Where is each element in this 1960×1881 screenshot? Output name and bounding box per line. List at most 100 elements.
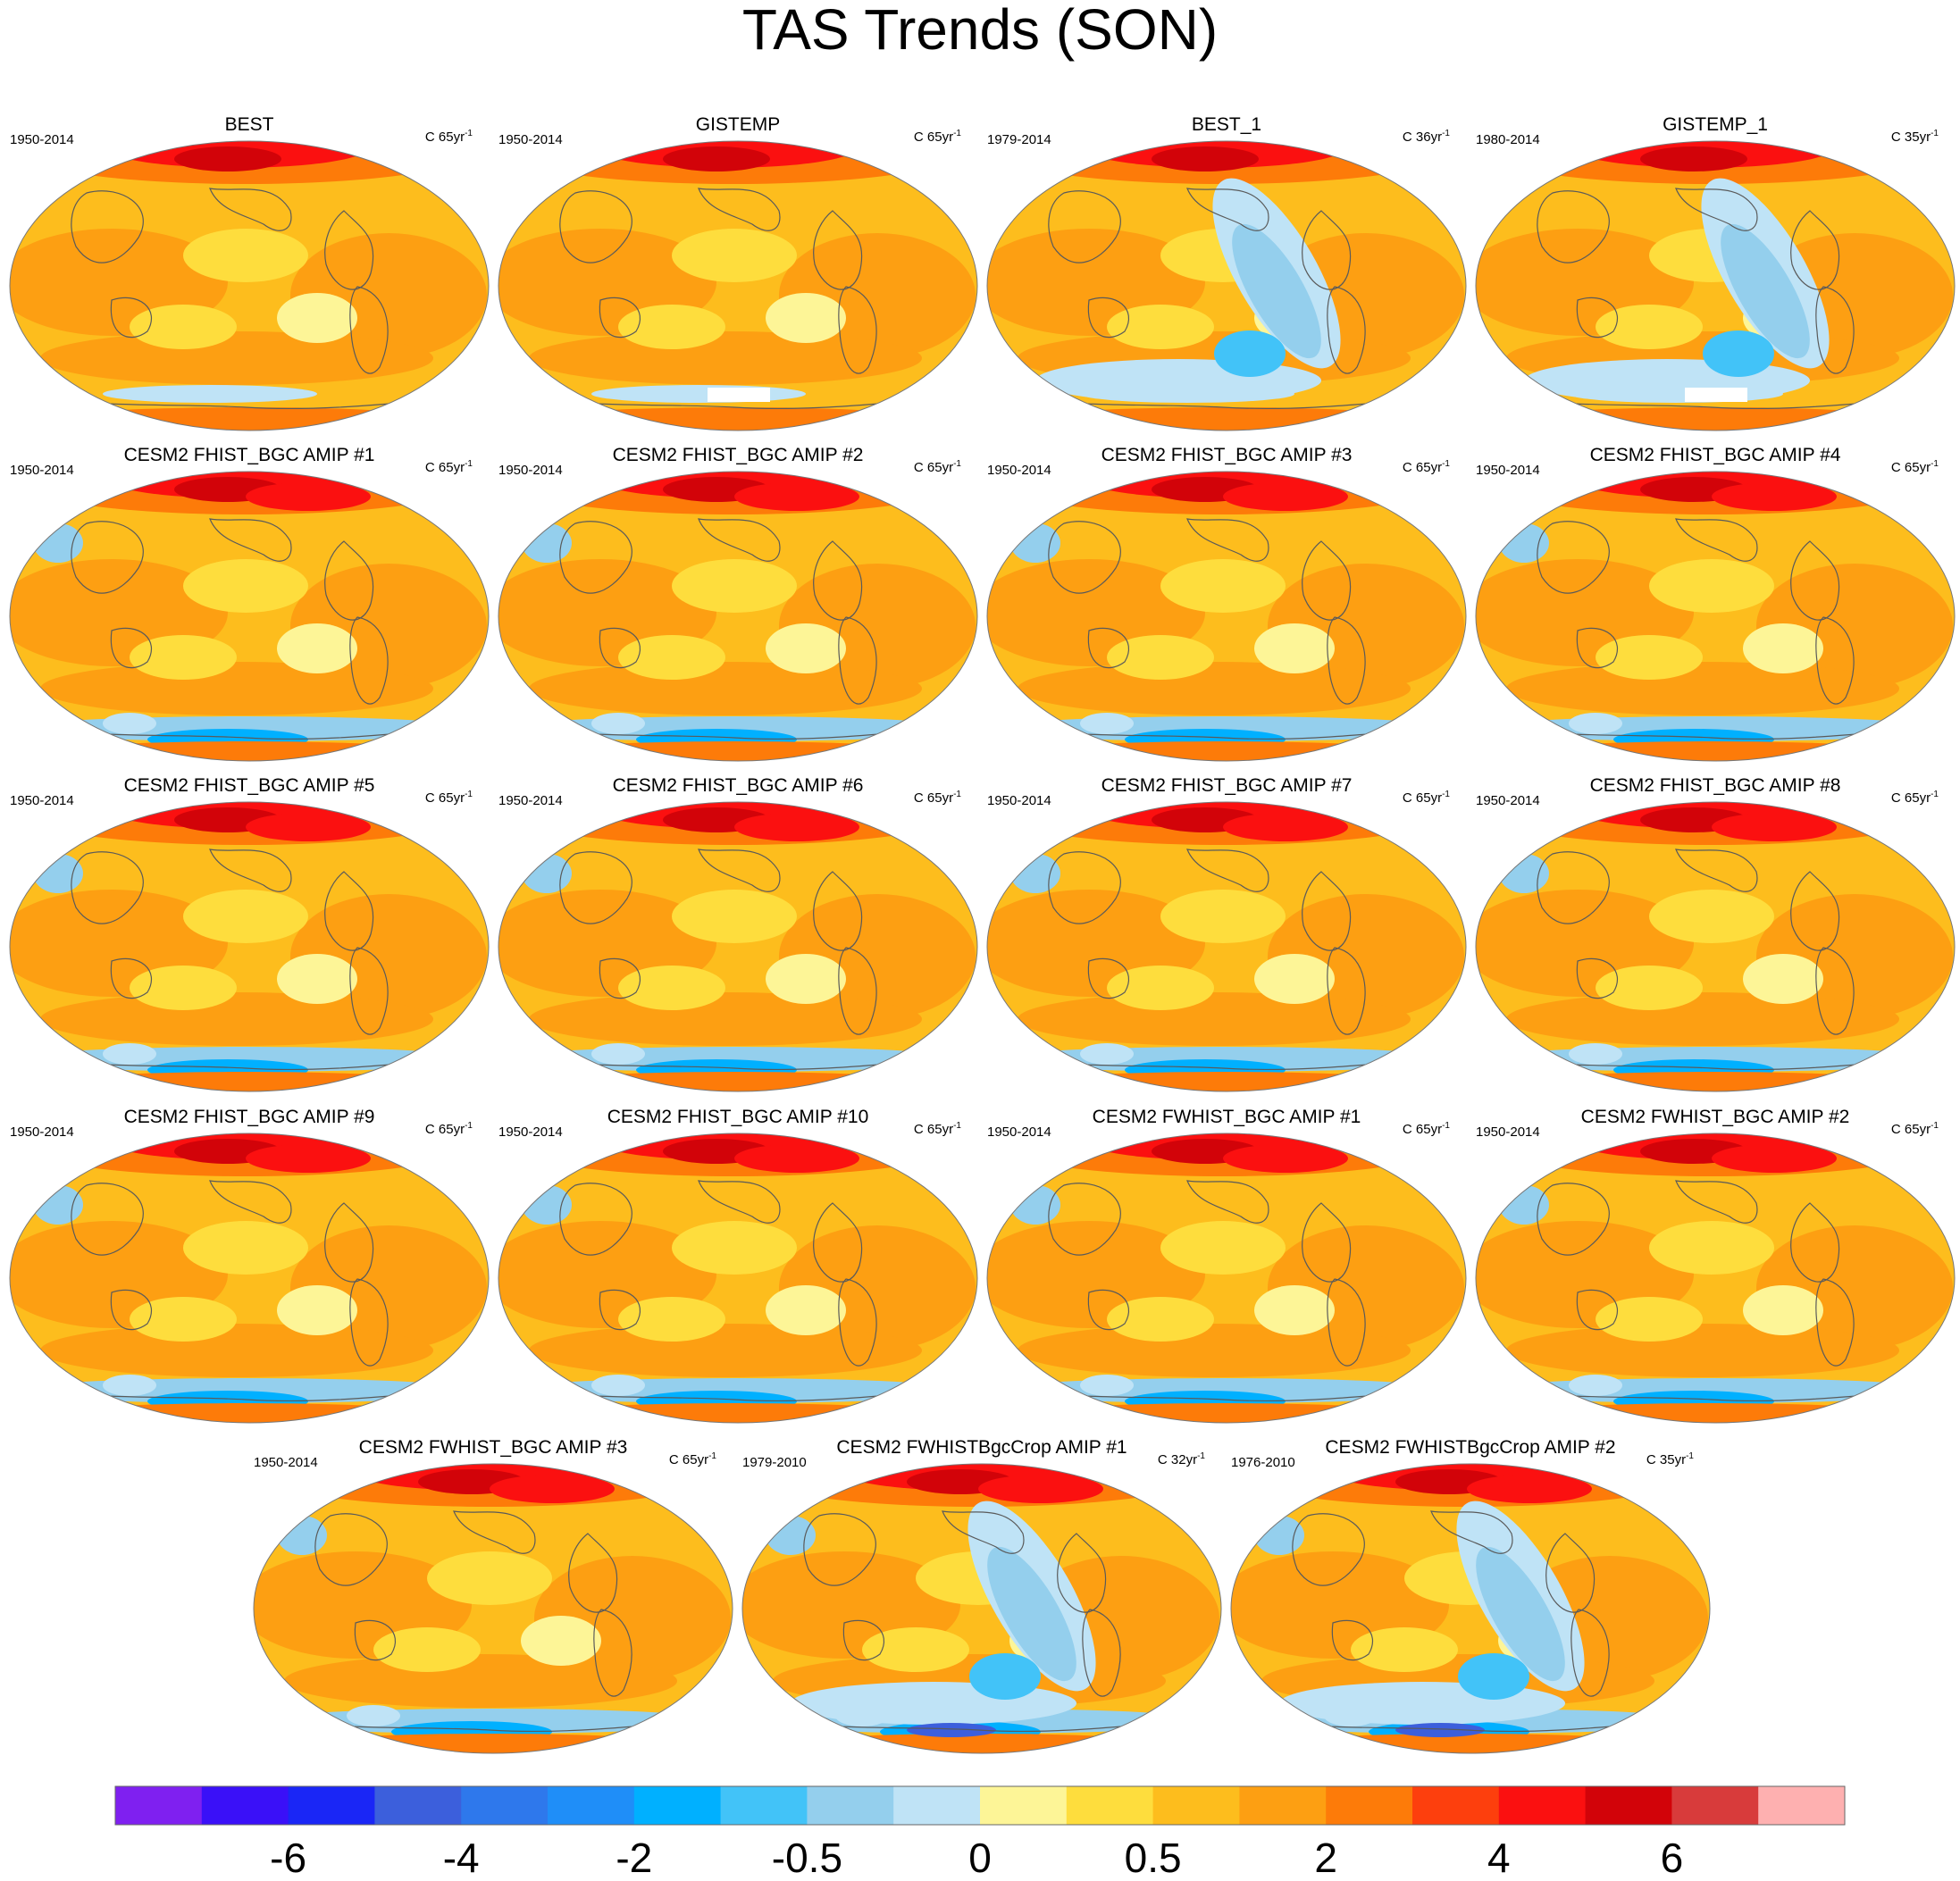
colorbar-tick-label: 4: [1487, 1835, 1511, 1881]
units-exponent: -1: [1442, 790, 1450, 799]
units-text: C 65yr: [424, 1122, 465, 1137]
antarctic-warming: [773, 1734, 1184, 1753]
panel-title: CESM2 FWHISTBgcCrop AMIP #1: [836, 1437, 1127, 1458]
units-text: C 65yr: [1402, 1122, 1443, 1137]
map: [1475, 471, 1956, 762]
map: [741, 1463, 1222, 1754]
units-exponent: -1: [1931, 790, 1939, 799]
coastline: [110, 297, 153, 339]
arctic-warming: [1223, 1144, 1348, 1173]
map-border: [1475, 801, 1956, 1092]
coastline: [1790, 871, 1840, 951]
coastline: [838, 947, 877, 1035]
units-exponent: -1: [1197, 1451, 1205, 1461]
weak-warming-region: [766, 293, 846, 343]
colorbar-swatch: [807, 1786, 894, 1825]
weak-warming-region: [1596, 966, 1703, 1010]
panel-title: CESM2 FHIST_BGC AMIP #3: [1101, 445, 1353, 465]
coastline: [1576, 957, 1619, 999]
coastline: [813, 1202, 863, 1283]
map-border: [1475, 1133, 1956, 1424]
panel-title: BEST: [224, 114, 274, 135]
colorbar-swatch: [1152, 1786, 1240, 1825]
coastline: [599, 957, 641, 999]
weak-warming-region: [1596, 1297, 1703, 1342]
coastline: [599, 627, 641, 669]
coastline: [559, 851, 632, 924]
map-border: [498, 1133, 978, 1424]
coastline: [1815, 286, 1855, 374]
units-text: C 65yr: [913, 1122, 954, 1137]
panel-title: CESM2 FHIST_BGC AMIP #5: [123, 775, 375, 796]
coastline: [593, 1609, 632, 1697]
panel-title: CESM2 FHIST_BGC AMIP #1: [123, 445, 375, 465]
weak-warming-region: [183, 890, 308, 943]
panel-units: C 35yr-1: [1891, 129, 1939, 145]
panel-title: CESM2 FHIST_BGC AMIP #6: [612, 775, 864, 796]
panel-period: 1950-2014: [498, 1124, 563, 1140]
weak-warming-region: [183, 559, 308, 613]
coastline: [813, 871, 863, 951]
panel-period: 1950-2014: [987, 1124, 1051, 1140]
weak-warming-region: [1649, 559, 1774, 613]
missing-data-region: [708, 388, 770, 402]
panel-period: 1950-2014: [10, 1124, 74, 1140]
coastline: [71, 521, 144, 594]
antarctic-warming: [529, 741, 940, 761]
map: [498, 471, 978, 762]
cooling-region: [1569, 1043, 1622, 1065]
map-panel: CESM2 FWHISTBgcCrop AMIP #2 1976-2010 C 35…: [1226, 1437, 1715, 1759]
panel-period: 1950-2014: [498, 463, 563, 478]
weak-warming-region: [766, 1285, 846, 1335]
cooling-region: [1569, 1375, 1622, 1396]
panel-period: 1980-2014: [1476, 132, 1540, 147]
antarctic-warming: [1261, 1734, 1672, 1753]
coastline: [349, 1278, 389, 1367]
colorbar-swatch: [1412, 1786, 1500, 1825]
coastline: [1087, 297, 1130, 339]
figure-title: TAS Trends (SON): [741, 0, 1219, 62]
panel-units: C 65yr-1: [1403, 1121, 1450, 1137]
units-exponent: -1: [465, 459, 473, 469]
panel-period: 1979-2010: [742, 1455, 807, 1470]
panel-title: GISTEMP_1: [1663, 114, 1768, 135]
map-border: [1475, 140, 1956, 431]
map-panel: CESM2 FWHIST_BGC AMIP #1 1950-2014 C 65yr-…: [982, 1107, 1471, 1428]
cooling-region: [591, 1375, 645, 1396]
coastline: [1675, 1180, 1758, 1224]
coastline: [838, 286, 877, 374]
arctic-warming: [1640, 146, 1747, 171]
weak-warming-region: [1254, 623, 1335, 673]
colorbar-tick-label: -2: [616, 1835, 652, 1881]
map-panel: GISTEMP_1 1980-2014 C 35yr-1: [1470, 114, 1960, 436]
weak-warming-region: [672, 890, 797, 943]
weak-warming-region: [1596, 635, 1703, 680]
map: [1475, 140, 1956, 431]
panel-period: 1950-2014: [10, 132, 74, 147]
antarctic-warming: [1506, 1072, 1917, 1091]
panel-units: C 65yr-1: [1891, 1121, 1939, 1137]
warming-region: [1506, 992, 1899, 1046]
pacific-cooling: [987, 1546, 1076, 1682]
weak-warming-region: [277, 1285, 357, 1335]
coastline: [1576, 627, 1619, 669]
arctic-warming: [1080, 141, 1348, 168]
coastline: [1331, 1619, 1374, 1661]
panel-units: C 65yr-1: [914, 1121, 961, 1137]
pacific-cooling: [1214, 330, 1286, 377]
coastline: [838, 616, 877, 705]
panel-units: C 65yr-1: [1403, 459, 1450, 475]
units-text: C 65yr: [424, 460, 465, 475]
map: [9, 1133, 490, 1424]
weak-warming-region: [672, 229, 797, 282]
arctic-warming: [1569, 141, 1837, 168]
units-text: C 36yr: [1402, 130, 1443, 145]
panel-units: C 32yr-1: [1158, 1451, 1205, 1467]
map: [9, 801, 490, 1092]
panel-title: CESM2 FWHISTBgcCrop AMIP #2: [1325, 1437, 1616, 1458]
cooling-region: [1080, 713, 1134, 734]
arctic-warming: [103, 141, 371, 168]
pacific-cooling: [1232, 223, 1321, 359]
weak-warming-region: [277, 954, 357, 1004]
antarctic-warming: [1018, 1072, 1428, 1091]
